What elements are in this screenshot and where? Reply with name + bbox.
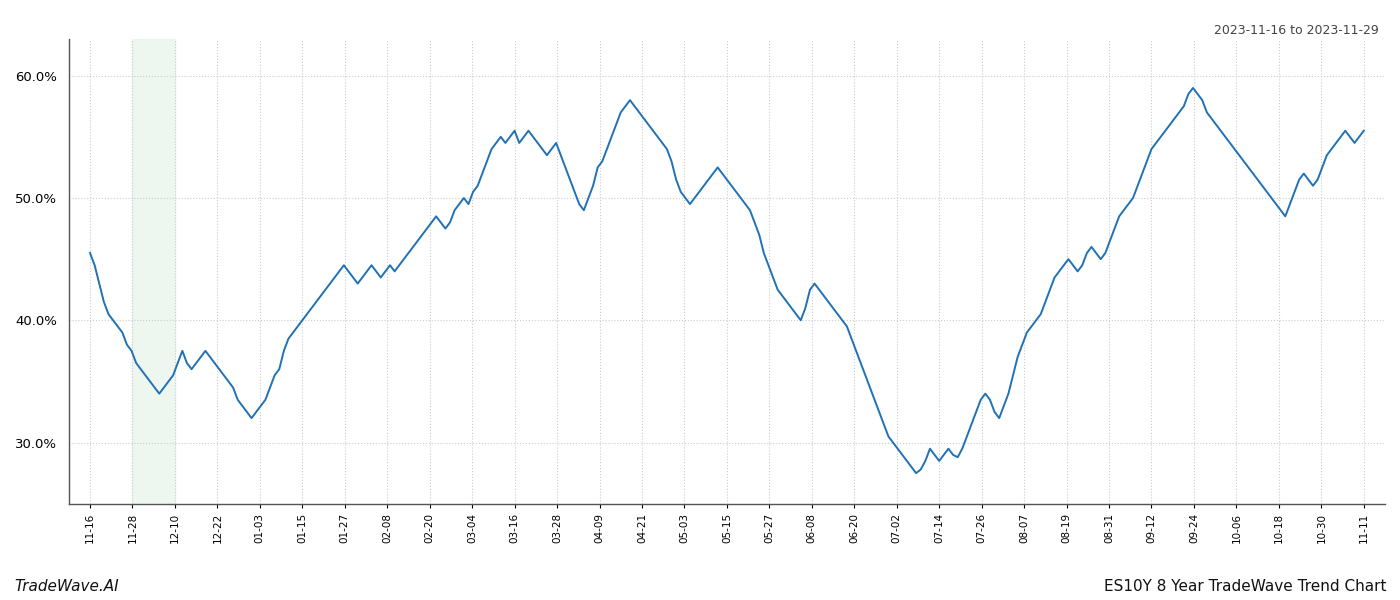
Bar	[133, 39, 175, 504]
Text: 2023-11-16 to 2023-11-29: 2023-11-16 to 2023-11-29	[1214, 24, 1379, 37]
Text: TradeWave.AI: TradeWave.AI	[14, 579, 119, 594]
Text: ES10Y 8 Year TradeWave Trend Chart: ES10Y 8 Year TradeWave Trend Chart	[1103, 579, 1386, 594]
